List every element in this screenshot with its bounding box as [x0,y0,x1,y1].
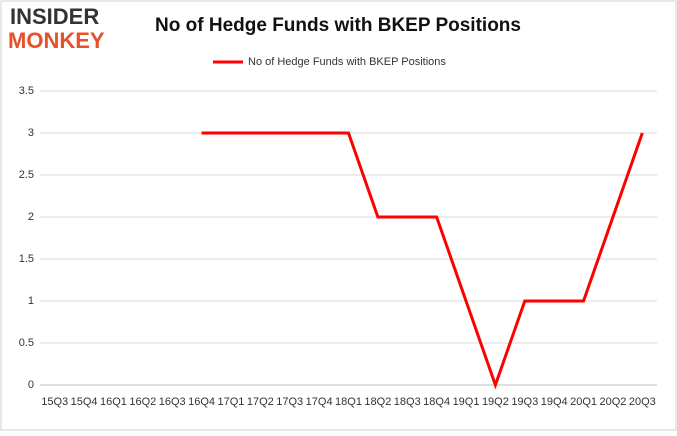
x-tick-label: 17Q3 [276,396,303,408]
x-tick-label: 17Q4 [306,396,333,408]
x-tick-label: 19Q4 [541,396,568,408]
x-tick-label: 16Q1 [100,396,127,408]
y-tick-label: 3.5 [19,85,34,97]
x-tick-label: 19Q3 [511,396,538,408]
chart-title: No of Hedge Funds with BKEP Positions [155,15,521,36]
x-tick-label: 15Q4 [71,396,98,408]
x-tick-label: 18Q2 [364,396,391,408]
x-tick-label: 18Q1 [335,396,362,408]
y-tick-label: 2.5 [19,169,34,181]
x-tick-label: 18Q4 [423,396,450,408]
logo-bottom: MONKEY [8,28,105,53]
x-tick-label: 15Q3 [41,396,68,408]
y-tick-label: 2 [28,211,34,223]
x-tick-label: 20Q1 [570,396,597,408]
x-tick-label: 17Q2 [247,396,274,408]
x-tick-label: 16Q2 [129,396,156,408]
x-tick-label: 16Q3 [159,396,186,408]
x-tick-label: 19Q1 [453,396,480,408]
y-tick-label: 0 [28,379,34,391]
y-tick-label: 1 [28,295,34,307]
x-tick-label: 16Q4 [188,396,215,408]
x-tick-label: 20Q3 [629,396,656,408]
y-tick-label: 3 [28,127,34,139]
y-tick-label: 1.5 [19,253,34,265]
logo-top: INSIDER [10,4,99,29]
x-tick-label: 20Q2 [599,396,626,408]
x-tick-label: 19Q2 [482,396,509,408]
data-line [201,131,644,390]
x-tick-label: 18Q3 [394,396,421,408]
x-tick-label: 17Q1 [218,396,245,408]
legend-label: No of Hedge Funds with BKEP Positions [248,56,446,68]
y-tick-label: 0.5 [19,337,34,349]
